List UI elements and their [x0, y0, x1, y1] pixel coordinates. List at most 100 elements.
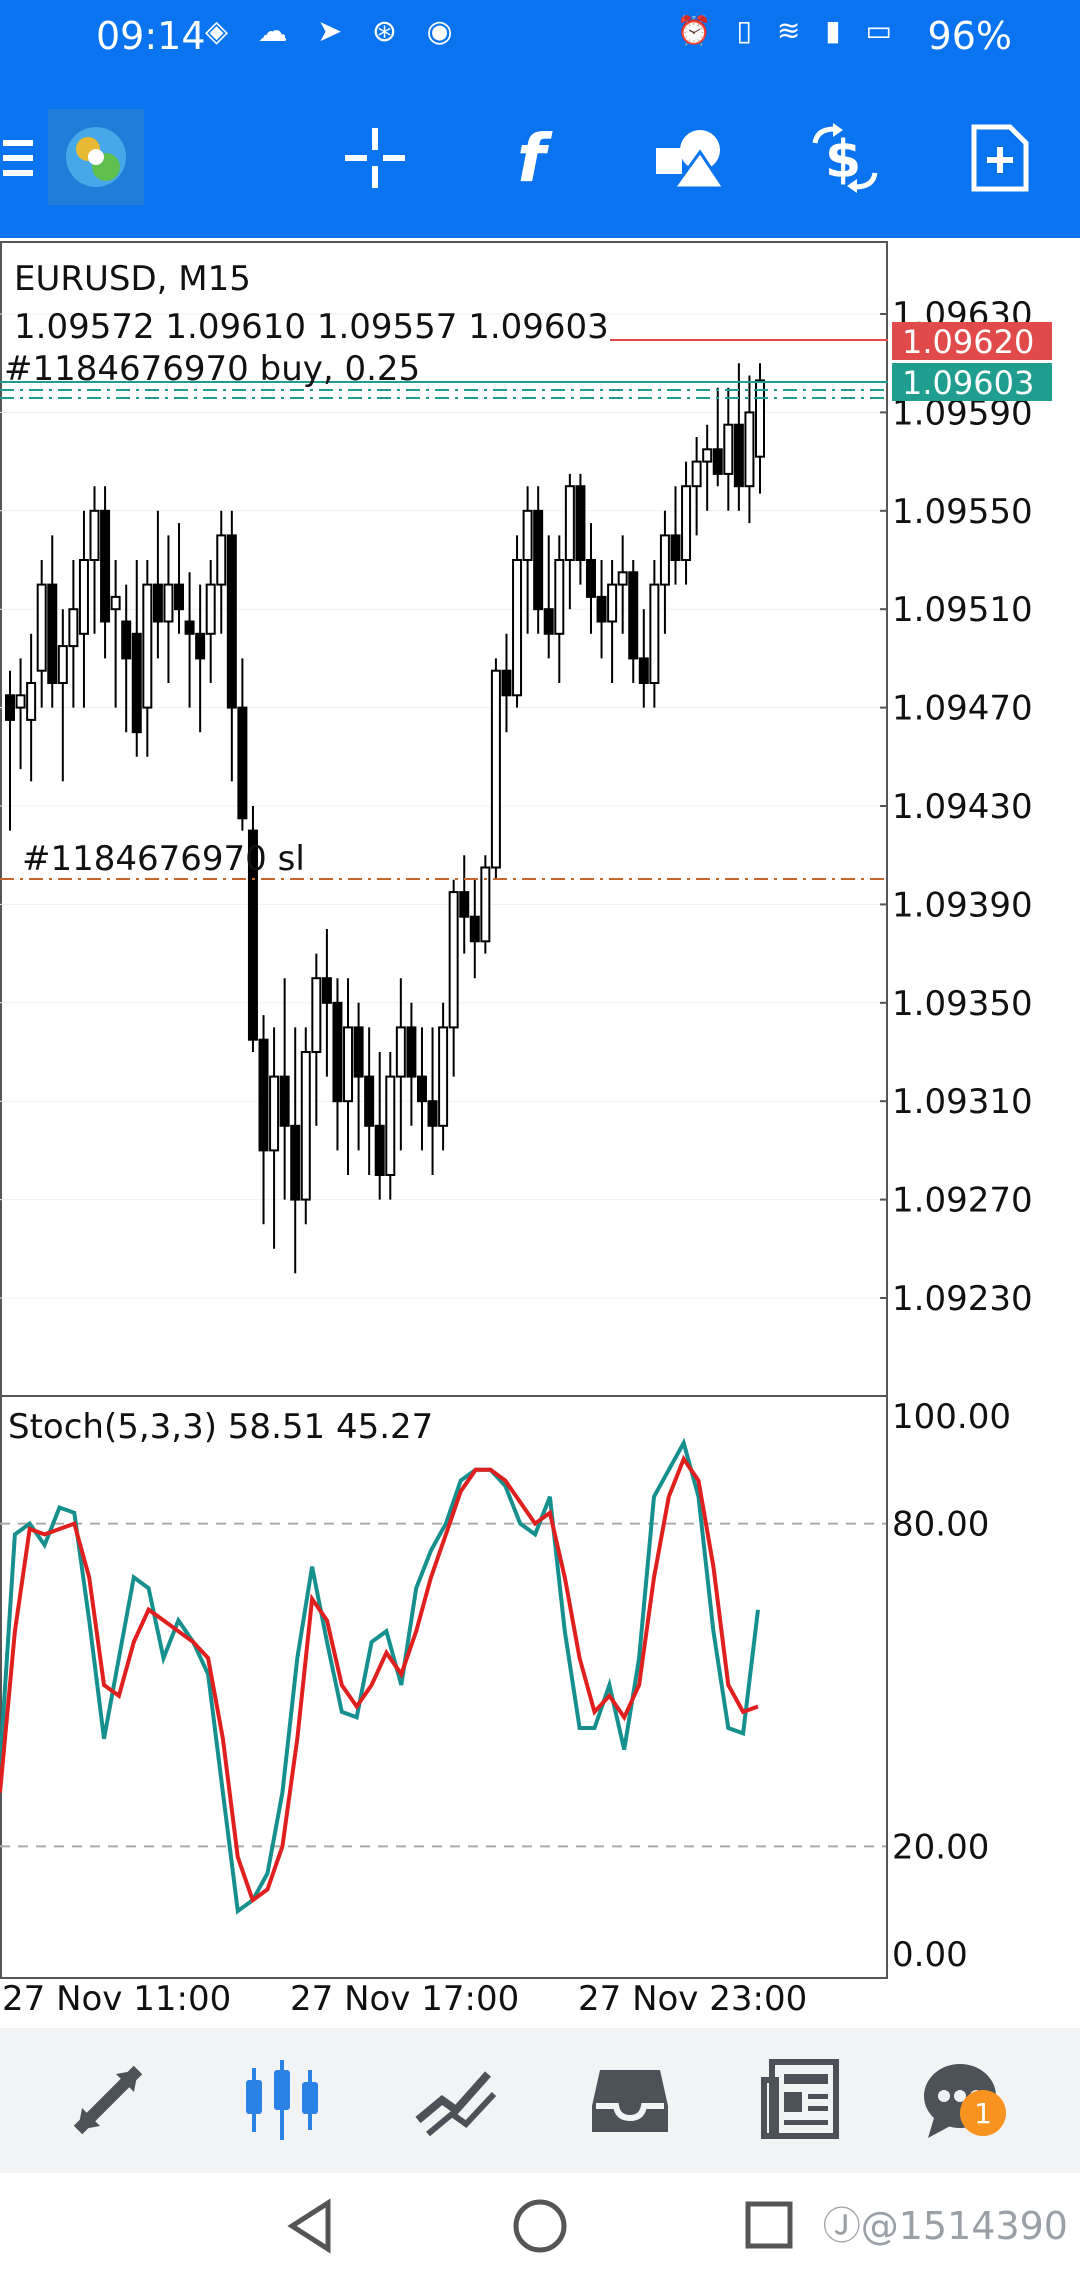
ask-price-label: 1.09620 [902, 323, 1034, 361]
quotes-icon [73, 2065, 143, 2135]
nav-history[interactable] [580, 2050, 680, 2150]
candle-bear [427, 1100, 438, 1127]
candle-bull [311, 977, 322, 1054]
candle-bear [374, 1124, 385, 1176]
news-icon [761, 2059, 839, 2139]
status-time: 09:14 [96, 14, 206, 58]
symbol-label: EURUSD, M15 [14, 259, 251, 299]
chart-area[interactable]: EURUSD, M15 1.09572 1.09610 1.09557 1.09… [0, 238, 1080, 2028]
bid-price-label: 1.09603 [902, 364, 1034, 402]
candle-bear [670, 534, 681, 561]
price-tick-label: 1.09350 [892, 984, 1033, 1024]
candle-bear [121, 620, 132, 660]
candle-bull [438, 1026, 449, 1127]
watermark: Ⓙ@1514390 [822, 2204, 1068, 2248]
candle-bull [205, 583, 216, 635]
candle-bull [110, 595, 121, 611]
candle-bull [512, 559, 523, 697]
inbox-icon [592, 2070, 668, 2132]
price-tick-label: 1.09430 [892, 787, 1033, 827]
candle-bull [681, 485, 692, 561]
system-icons: ⏰ ▯ ≋ ▮ ▭ [677, 14, 900, 47]
chart-canvas[interactable]: EURUSD, M15 1.09572 1.09610 1.09557 1.09… [0, 238, 1080, 2028]
trade-icon[interactable]: $ [800, 113, 890, 203]
stoch-tick-label: 0.00 [892, 1935, 968, 1975]
stoch-main-line [0, 1437, 760, 1915]
nav-news[interactable] [752, 2050, 852, 2150]
candle-bear [638, 657, 649, 684]
candles [5, 363, 765, 1274]
new-order-icon[interactable] [955, 113, 1045, 203]
messages-badge: 1 [960, 2090, 1006, 2136]
nav-quotes[interactable] [58, 2050, 158, 2150]
stoch-tick-label: 80.00 [892, 1505, 989, 1545]
wifi-icon: ≋ [776, 14, 809, 47]
app-toolbar: f $ [0, 75, 1080, 238]
price-tick-label: 1.09230 [892, 1279, 1033, 1319]
candle-bull [36, 583, 47, 672]
crosshair-icon[interactable] [330, 113, 420, 203]
candle-bear [459, 891, 470, 918]
nav-chart[interactable] [232, 2050, 332, 2150]
stoch-tick-label: 20.00 [892, 1827, 989, 1867]
trade-lines-icon [415, 2071, 497, 2137]
candle-bear [353, 1026, 364, 1078]
candle-bear [533, 509, 544, 611]
back-icon[interactable] [287, 2198, 331, 2254]
candle-bear [733, 423, 744, 488]
candle-bear [585, 559, 596, 598]
indicators-icon[interactable]: f [490, 113, 580, 203]
candle-bear [152, 583, 163, 623]
browser-icon: ⊛ [371, 14, 407, 49]
candle-bear [247, 829, 258, 1041]
candle-bull [702, 448, 713, 463]
system-nav-bar: Ⓙ@1514390 [0, 2173, 1080, 2280]
candle-bear [290, 1124, 301, 1201]
candle-bull [649, 583, 660, 685]
metatrader-logo [46, 107, 146, 207]
candle-bear [5, 694, 15, 721]
stoch-grid [0, 1522, 886, 1848]
candle-bear [628, 571, 639, 660]
candle-bear [47, 583, 58, 685]
nav-messages[interactable]: 1 [912, 2050, 1012, 2150]
candle-bull [15, 694, 26, 709]
candle-bull [89, 509, 100, 561]
objects-icon[interactable] [645, 113, 735, 203]
recents-icon[interactable] [745, 2201, 793, 2249]
alarm-icon: ⏰ [676, 14, 720, 47]
candle-bull [564, 485, 575, 561]
price-tick-label: 1.09550 [892, 492, 1033, 532]
candle-bear [100, 509, 111, 623]
candle-bear [258, 1038, 269, 1152]
ohlc-label: 1.09572 1.09610 1.09557 1.09603 [14, 307, 609, 347]
price-tick-label: 1.09270 [892, 1181, 1033, 1221]
candle-bull [723, 423, 734, 475]
candle-bull [691, 460, 702, 488]
price-tick-label: 1.09510 [892, 590, 1033, 630]
candle-bull [343, 1026, 354, 1103]
home-icon[interactable] [513, 2199, 567, 2253]
stoch-tick-label: 100.00 [892, 1397, 1011, 1437]
candle-bear [321, 977, 332, 1004]
5g-signal-icon: ▮ [825, 14, 849, 47]
wechat-icon: ☁ [257, 14, 298, 49]
candle-bull [617, 571, 628, 586]
candle-bear [364, 1075, 375, 1127]
candle-bull [68, 608, 79, 648]
nav-trade[interactable] [406, 2050, 506, 2150]
vibrate-icon: ▯ [736, 14, 760, 47]
menu-icon[interactable] [0, 113, 40, 203]
status-bar: 09:14 ◈ ☁ ➤ ⊛ ◉ ⏰ ▯ ≋ ▮ ▭ 96% [0, 0, 1080, 75]
candle-bear [416, 1075, 427, 1103]
notification-app-icon: ◈ [205, 14, 239, 49]
candle-bull [395, 1026, 406, 1078]
price-tick-label: 1.09390 [892, 885, 1033, 925]
candle-bull [385, 1075, 396, 1176]
price-tick-label: 1.09310 [892, 1082, 1033, 1122]
candle-bull [269, 1075, 280, 1152]
ask-price-tag [892, 322, 1052, 360]
candle-bull [78, 559, 89, 635]
candle-bull [554, 559, 565, 635]
price-grid [0, 313, 880, 1299]
